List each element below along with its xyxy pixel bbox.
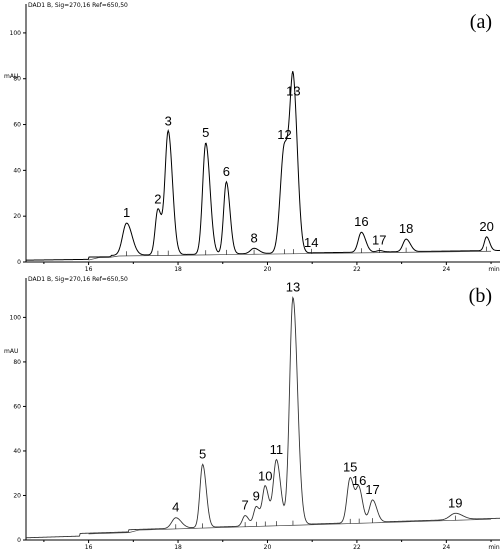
chromatogram-trace	[25, 71, 501, 261]
x-tick-label: 24	[443, 544, 451, 550]
peak-label: 18	[399, 221, 413, 236]
chromatogram-panel-b: DAD1 B, Sig=270,16 Ref=650,50 mAU 0 20 40 60 8…	[4, 276, 501, 550]
peak-label: 13	[286, 84, 300, 99]
y-axis-unit-label: mAU	[4, 348, 18, 355]
x-tick-label: 16	[85, 266, 93, 273]
peak-label: 19	[448, 495, 462, 510]
peak-label: 3	[165, 113, 172, 128]
y-tick-label: 80	[13, 359, 21, 366]
peak-label: 17	[372, 233, 386, 248]
peak-label: 14	[304, 235, 318, 250]
x-tick-label: 20	[264, 544, 272, 550]
x-tick-label: 22	[353, 266, 361, 273]
peak-label: 20	[479, 219, 493, 234]
peak-label: 17	[365, 482, 379, 497]
x-axis-unit-label: min	[488, 544, 500, 550]
y-tick-label: 100	[10, 30, 22, 37]
chromatogram-panel-a: DAD1 B, Sig=270,16 Ref=650,50 mAU 0 20 40 60 8…	[4, 2, 501, 273]
panel-label: (b)	[469, 285, 492, 307]
x-tick-label: 22	[353, 544, 361, 550]
y-tick-label: 60	[13, 122, 21, 129]
y-axis-unit-label: mAU	[4, 73, 18, 80]
y-tick-label: 80	[13, 76, 21, 83]
peak-label: 2	[154, 191, 161, 206]
integration-baseline	[88, 518, 492, 535]
peak-label: 15	[343, 460, 357, 475]
x-tick-label: 20	[264, 266, 272, 273]
peak-label: 16	[352, 473, 366, 488]
signal-header: DAD1 B, Sig=270,16 Ref=650,50	[28, 276, 128, 283]
peak-label: 8	[250, 230, 257, 245]
y-tick-label: 20	[13, 213, 21, 220]
peak-label: 5	[199, 446, 206, 461]
peak-label: 9	[253, 489, 260, 504]
y-tick-label: 0	[17, 259, 21, 266]
x-tick-label: 16	[85, 544, 93, 550]
integration-baseline	[88, 250, 492, 261]
peak-label: 6	[223, 164, 230, 179]
peak-label: 7	[241, 498, 248, 513]
x-tick-label: 18	[174, 544, 182, 550]
signal-header: DAD1 B, Sig=270,16 Ref=650,50	[28, 2, 128, 9]
peak-label: 11	[270, 442, 284, 457]
panel-label: (a)	[470, 11, 492, 33]
y-tick-label: 20	[13, 492, 21, 499]
peak-label: 13	[286, 279, 300, 294]
y-tick-label: 0	[17, 537, 21, 544]
x-axis-unit-label: min	[488, 266, 500, 273]
peak-label: 10	[258, 469, 272, 484]
peak-label: 5	[202, 125, 209, 140]
peak-label: 4	[172, 500, 179, 515]
y-tick-label: 60	[13, 403, 21, 410]
peak-label: 1	[123, 205, 130, 220]
x-tick-label: 24	[443, 266, 451, 273]
peak-label: 16	[354, 214, 368, 229]
x-tick-label: 18	[174, 266, 182, 273]
chromatogram-trace	[25, 296, 501, 539]
y-tick-label: 40	[13, 167, 21, 174]
y-tick-label: 100	[10, 314, 22, 321]
y-tick-label: 40	[13, 448, 21, 455]
peak-label: 12	[277, 127, 291, 142]
